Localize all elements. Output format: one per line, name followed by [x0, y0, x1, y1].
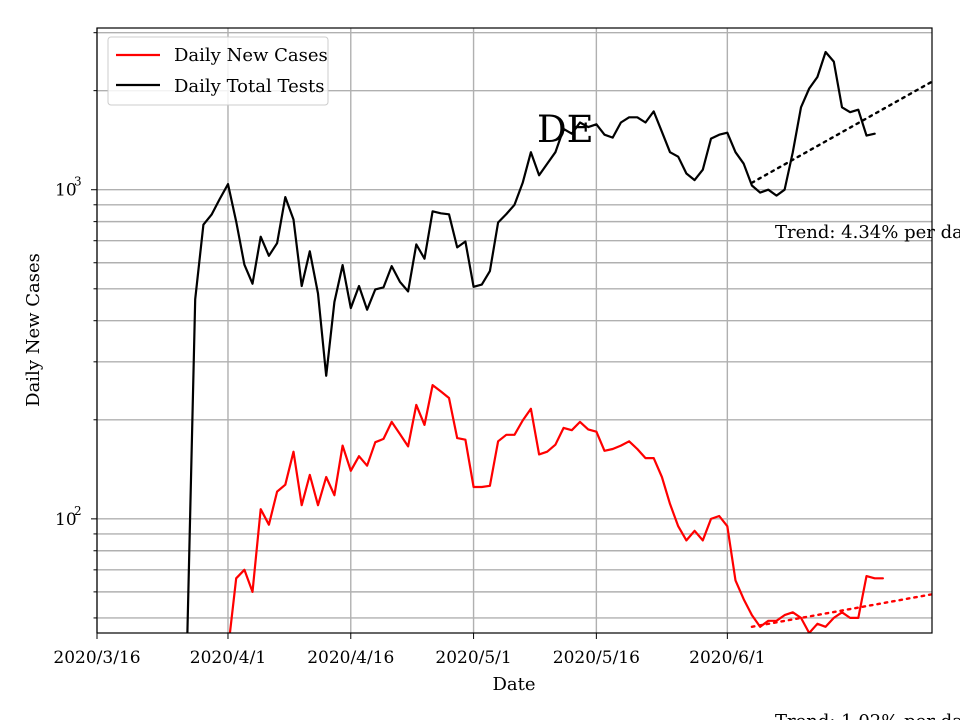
- series-layer: [186, 50, 885, 633]
- trend-line-cases: [750, 593, 932, 628]
- y-axis-label: Daily New Cases: [23, 253, 44, 407]
- legend-box: [107, 36, 329, 106]
- x-tick-label: 2020/4/16: [307, 648, 394, 668]
- case-trend-label: Trend: 1.02% per day: [775, 711, 960, 720]
- legend-label-tests: Daily Total Tests: [174, 76, 324, 97]
- y-tick-label: 10: [55, 510, 77, 530]
- axes: 2020/3/16 2020/4/1 2020/4/16 2020/5/1 2020/5…: [53, 32, 766, 668]
- x-tick-label: 2020/4/1: [190, 648, 266, 668]
- x-tick-label: 2020/5/1: [435, 648, 511, 668]
- legend: Daily New Cases Daily Total Tests: [107, 36, 329, 106]
- y-tick-label: 10: [55, 181, 77, 201]
- x-tick-label: 2020/6/1: [689, 648, 765, 668]
- series-line-daily-total-tests: [186, 50, 876, 633]
- x-tick-label: 2020/3/16: [53, 648, 140, 668]
- x-axis-label: Date: [492, 674, 535, 695]
- y-tick-exponent: 2: [74, 504, 82, 518]
- grid: [96, 28, 932, 633]
- country-label: DE: [537, 108, 594, 151]
- trend-layer: [750, 80, 932, 628]
- legend-label-cases: Daily New Cases: [174, 45, 328, 66]
- test-trend-label: Trend: 4.34% per day: [775, 222, 960, 243]
- plot-frame: [96, 27, 933, 634]
- y-tick-exponent: 3: [74, 175, 82, 189]
- trend-line-tests: [750, 80, 932, 184]
- series-line-daily-new-cases: [228, 384, 885, 633]
- x-tick-label: 2020/5/16: [553, 648, 640, 668]
